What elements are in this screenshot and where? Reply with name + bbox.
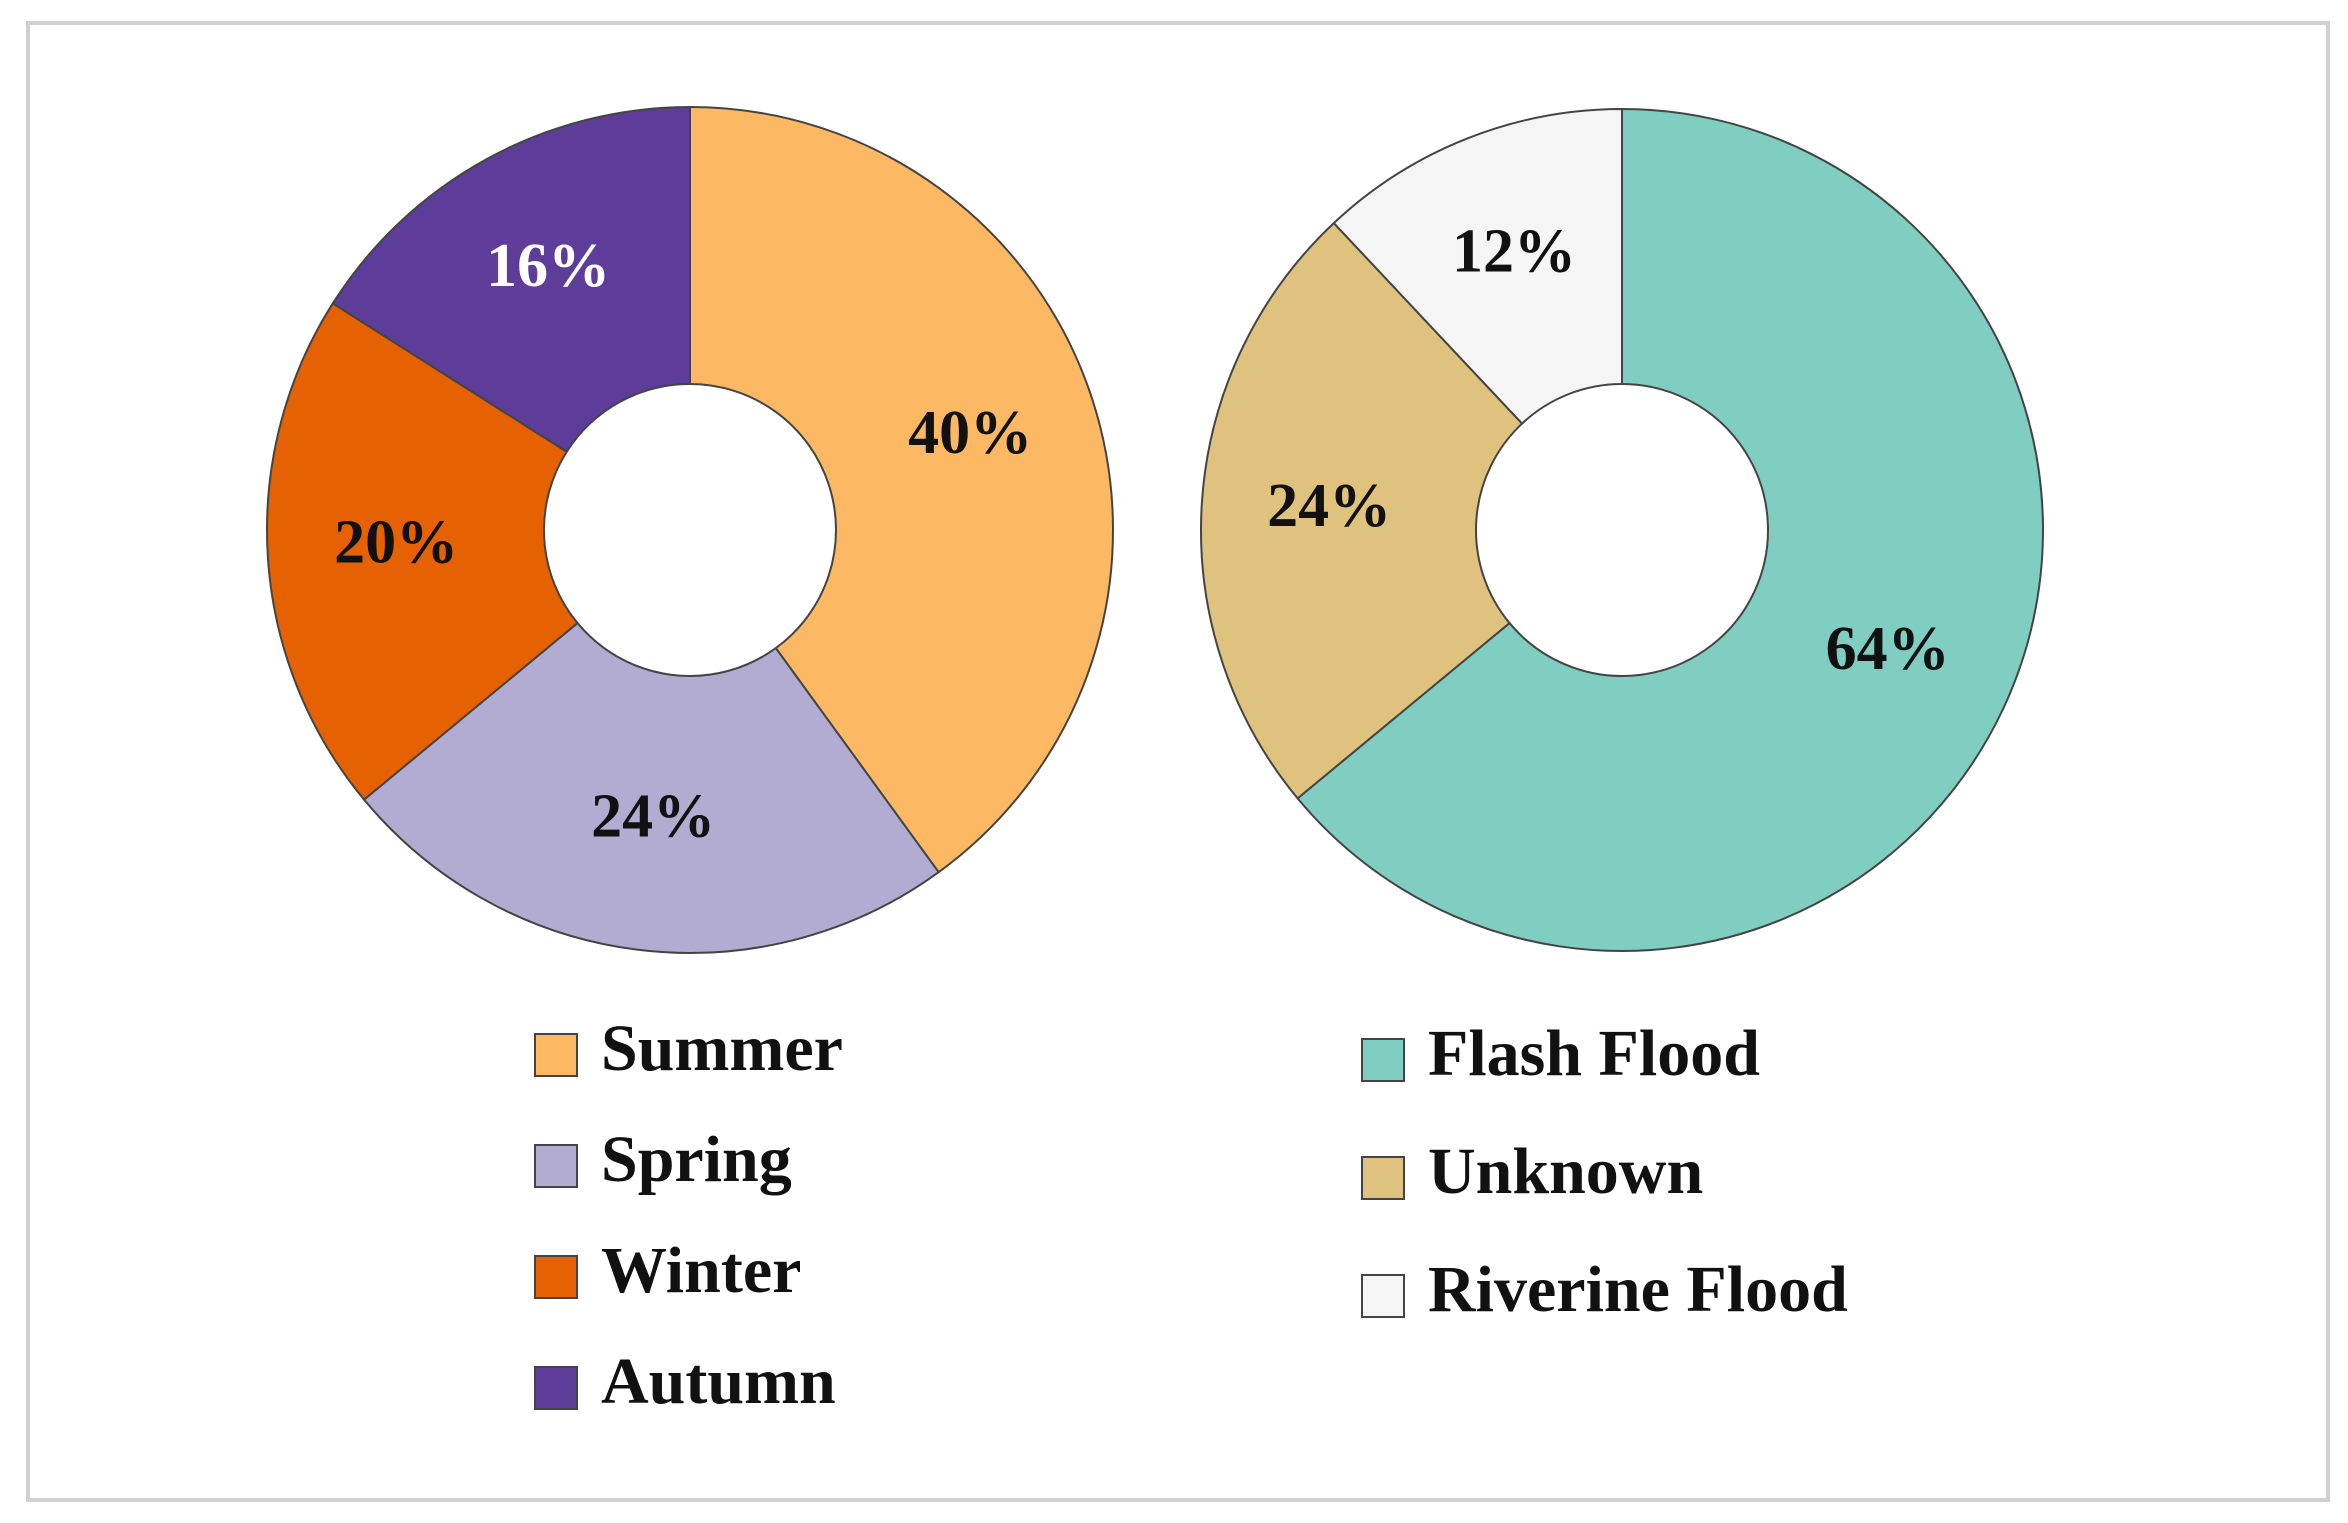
- legend-swatch: [1361, 1156, 1405, 1200]
- donut-slice: [1200, 221, 1524, 800]
- legend-swatch: [534, 1366, 578, 1410]
- data-label: 20%: [334, 509, 458, 577]
- donut-slice: [1296, 107, 2044, 952]
- data-label: 24%: [1267, 472, 1391, 540]
- donut-slice: [362, 621, 941, 954]
- legend-swatch: [534, 1144, 578, 1188]
- legend-label: Summer: [601, 1012, 843, 1085]
- donut-slice: [689, 105, 1114, 874]
- legend-label: Unknown: [1428, 1135, 1703, 1208]
- legend-swatch: [1361, 1274, 1405, 1318]
- legend-label: Winter: [601, 1234, 801, 1307]
- data-label: 24%: [591, 782, 715, 850]
- legend-label: Spring: [601, 1123, 792, 1196]
- donut-slice: [331, 105, 691, 454]
- data-label: 64%: [1826, 615, 1950, 683]
- legend-swatch: [534, 1033, 578, 1077]
- data-label: 40%: [908, 399, 1032, 467]
- legend-label: Riverine Flood: [1428, 1253, 1848, 1326]
- legend-label: Flash Flood: [1428, 1017, 1760, 1090]
- donut-slice: [1332, 107, 1623, 425]
- legend-label: Autumn: [601, 1345, 836, 1418]
- data-label: 12%: [1452, 217, 1576, 285]
- legend-swatch: [534, 1255, 578, 1299]
- donut-slice: [266, 301, 579, 802]
- data-label: 16%: [486, 232, 610, 300]
- legend-swatch: [1361, 1038, 1405, 1082]
